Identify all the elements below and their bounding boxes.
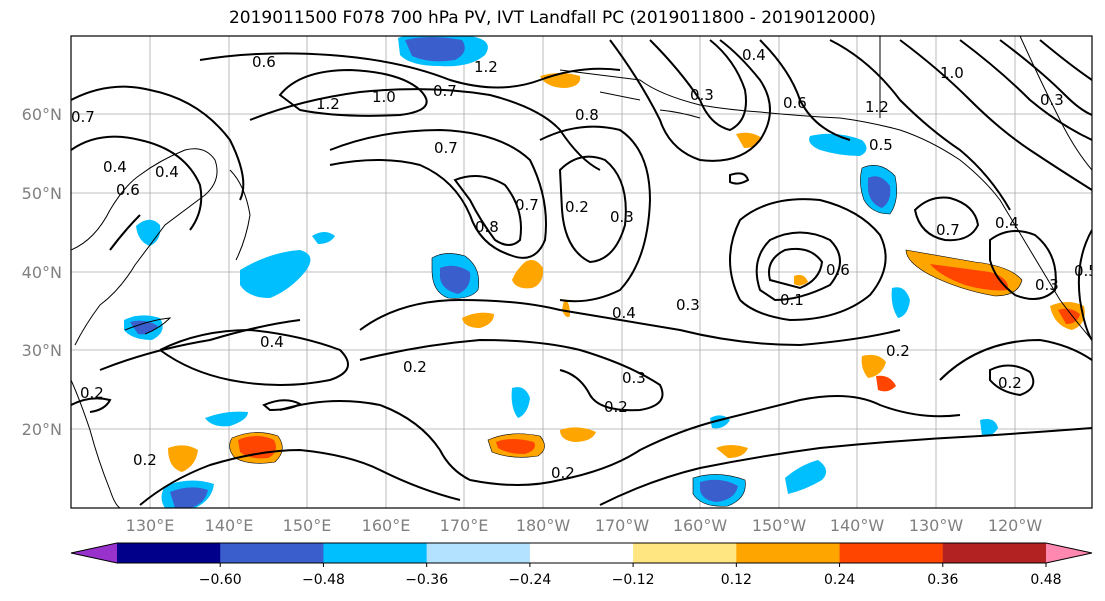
contour-label: 0.7 <box>515 196 539 214</box>
contour-label: 0.6 <box>783 94 807 112</box>
contour-label: 0.2 <box>403 358 427 376</box>
colorbar-tick-label: 0.24 <box>824 572 855 588</box>
map-frame <box>70 35 1093 509</box>
colorbar-tick-label: 0.48 <box>1030 572 1061 588</box>
contour-label: 0.6 <box>826 261 850 279</box>
pv-contours <box>71 39 1092 506</box>
contour-label: 0.7 <box>936 221 960 239</box>
contour-label: 1.2 <box>316 95 340 113</box>
colorbar-tick-label: −0.48 <box>302 572 345 588</box>
contour-label: 0.4 <box>155 163 179 181</box>
colorbar-tick-label: 0.36 <box>927 572 958 588</box>
lat-label: 20°N <box>22 420 62 439</box>
colorbar-extend-high <box>1046 543 1092 563</box>
contour-label: 0.6 <box>116 181 140 199</box>
lat-label: 30°N <box>22 341 62 360</box>
contour-label: 0.4 <box>612 304 636 322</box>
lon-label: 130°W <box>909 516 964 535</box>
contour-label: 0.1 <box>780 291 804 309</box>
coastlines <box>71 36 1092 508</box>
contour-label: 0.3 <box>610 208 634 226</box>
contour-label: 0.7 <box>434 139 458 157</box>
lon-label: 150°E <box>283 516 332 535</box>
colorbar-bin <box>529 543 634 563</box>
lon-label: 140°E <box>205 516 254 535</box>
contour-label: 1.2 <box>474 58 498 76</box>
contour-label: 0.2 <box>551 464 575 482</box>
contour-label: 0.5 <box>1074 262 1098 280</box>
lon-label: 180°W <box>516 516 571 535</box>
colorbar-bin <box>633 543 737 563</box>
contour-label: 0.6 <box>252 53 276 71</box>
contour-label: 0.3 <box>1035 276 1059 294</box>
colorbar-bin <box>117 543 221 563</box>
contour-label: 0.2 <box>133 451 157 469</box>
colorbar-tick-label: −0.60 <box>199 572 242 588</box>
lon-label: 130°E <box>126 516 175 535</box>
colorbar-outline <box>70 542 1093 564</box>
map-title: 2019011500 F078 700 hPa PV, IVT Landfall… <box>228 8 876 28</box>
colorbar-tick-label: 0.12 <box>721 572 752 588</box>
contour-label: 0.4 <box>995 214 1019 232</box>
contour-label: 0.8 <box>475 218 499 236</box>
contour-label: 0.2 <box>998 374 1022 392</box>
contour-labels: 0.6 1.2 0.7 1.2 1.0 0.7 0.4 0.6 0.7 0.8 … <box>71 46 1098 482</box>
contour-label: 0.4 <box>103 158 127 176</box>
lon-label: 170°E <box>440 516 489 535</box>
lat-label: 40°N <box>22 263 62 282</box>
colorbar-bin <box>323 543 428 563</box>
contour-label: 0.2 <box>886 342 910 360</box>
colorbar-bin <box>220 543 324 563</box>
contour-label: 0.5 <box>869 136 893 154</box>
colorbar-bin <box>426 543 531 563</box>
colorbar-bin <box>839 543 944 563</box>
colorbar-bin <box>942 543 1047 563</box>
contour-label: 0.3 <box>622 369 646 387</box>
contour-label: 0.2 <box>565 198 589 216</box>
contour-label: 0.2 <box>604 398 628 416</box>
contour-label: 0.3 <box>676 296 700 314</box>
contour-label: 1.2 <box>865 98 889 116</box>
contour-label: 0.7 <box>71 108 95 126</box>
colorbar-extend-low <box>71 543 117 563</box>
contour-label: 0.3 <box>1040 91 1064 109</box>
contour-label: 1.0 <box>940 64 964 82</box>
latitude-axis: 60°N 50°N 40°N 30°N 20°N <box>22 105 62 439</box>
contour-label: 0.7 <box>433 82 457 100</box>
lon-label: 140°W <box>830 516 885 535</box>
lat-label: 60°N <box>22 105 62 124</box>
contour-label: 0.2 <box>80 384 104 402</box>
contour-label: 0.4 <box>260 333 284 351</box>
lon-label: 160°E <box>362 516 411 535</box>
lon-label: 170°W <box>595 516 650 535</box>
colorbar-bin <box>736 543 841 563</box>
anomaly-outlines <box>229 165 1023 507</box>
lon-label: 160°W <box>673 516 728 535</box>
colorbar-tick-label: −0.36 <box>405 572 448 588</box>
lat-label: 50°N <box>22 184 62 203</box>
colorbar-tick-label: −0.24 <box>508 572 551 588</box>
contour-label: 0.3 <box>690 86 714 104</box>
contour-label: 0.4 <box>742 46 766 64</box>
lon-label: 150°W <box>752 516 807 535</box>
contour-label: 1.0 <box>372 88 396 106</box>
longitude-axis: 130°E 140°E 150°E 160°E 170°E 180°W 170°… <box>126 516 1043 535</box>
colorbar: −0.60 −0.48 −0.36 −0.24 −0.12 0.12 0.24 0.36 0.4… <box>70 542 1093 588</box>
lon-label: 120°W <box>988 516 1043 535</box>
colorbar-tick-label: −0.12 <box>612 572 655 588</box>
contour-label: 0.8 <box>575 106 599 124</box>
